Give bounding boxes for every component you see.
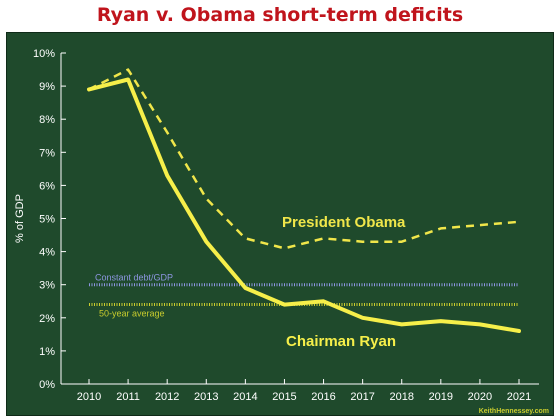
x-tick-label: 2020 [468, 391, 492, 403]
x-tick-label: 2012 [155, 391, 179, 403]
series-label-chairman-ryan: Chairman Ryan [286, 333, 396, 350]
y-tick-label: 7% [39, 147, 55, 159]
x-tick-label: 2013 [194, 391, 218, 403]
source-credit: KeithHennessey.com [479, 408, 549, 415]
series-line-president-obama [88, 68, 520, 250]
y-tick-label: 9% [39, 81, 55, 93]
y-tick-label: 3% [39, 280, 55, 292]
y-tick-label: 4% [39, 247, 55, 259]
y-tick-label: 8% [39, 114, 55, 126]
line-chart: 0% 1% 2% 3% 4% 5% 6% 7% 8% 9% 10% 2010 2011 2012 2013 2… [14, 48, 549, 415]
fifty-year-average-label: 50-year average [99, 309, 165, 319]
y-tick-label: 0% [39, 379, 55, 391]
x-tick-label: 2010 [77, 391, 101, 403]
constant-debt-label: Constant debt/GDP [95, 273, 173, 283]
chart-panel: 0% 1% 2% 3% 4% 5% 6% 7% 8% 9% 10% 2010 2011 2012 2013 2… [6, 32, 554, 416]
x-tick-label: 2021 [507, 391, 531, 403]
y-axis-label: % of GDP [14, 194, 26, 243]
chart-title: Ryan v. Obama short-term deficits [96, 4, 464, 26]
x-tick-label: 2014 [233, 391, 257, 403]
x-tick-label: 2016 [311, 391, 335, 403]
x-tick-label: 2018 [389, 391, 413, 403]
x-tick-label: 2017 [350, 391, 374, 403]
series-line-chairman-ryan [87, 77, 521, 333]
series-label-president-obama: President Obama [282, 214, 406, 231]
y-tick-label: 10% [33, 48, 55, 60]
y-tick-label: 1% [39, 346, 55, 358]
y-tick-label: 2% [39, 313, 55, 325]
x-tick-label: 2019 [429, 391, 453, 403]
x-tick-label: 2015 [272, 391, 296, 403]
y-tick-label: 5% [39, 214, 55, 226]
y-tick-label: 6% [39, 180, 55, 192]
x-tick-label: 2011 [116, 391, 140, 403]
